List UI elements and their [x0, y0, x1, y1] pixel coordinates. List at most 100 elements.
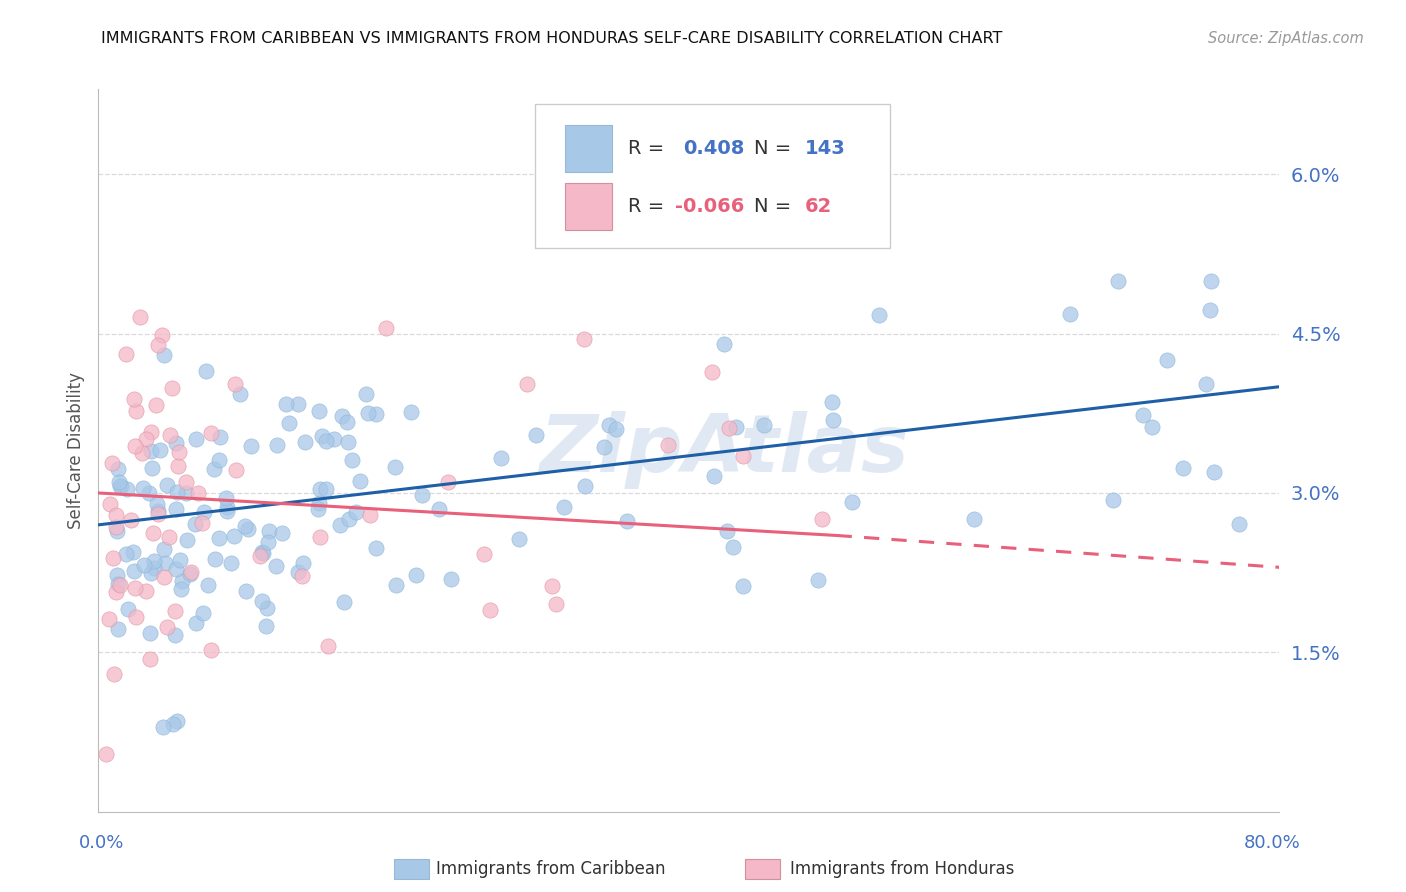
Point — [166, 485, 188, 500]
Point — [124, 439, 146, 453]
Point — [399, 405, 422, 419]
Point — [963, 512, 986, 526]
Point — [108, 475, 131, 489]
Point — [165, 501, 187, 516]
Point — [256, 535, 278, 549]
Point — [657, 438, 679, 452]
Point — [184, 615, 207, 630]
Text: IMMIGRANTS FROM CARIBBEAN VS IMMIGRANTS FROM HONDURAS SELF-CARE DISABILITY CORRE: IMMIGRANTS FROM CARIBBEAN VS IMMIGRANTS … — [101, 31, 1002, 46]
Point — [105, 524, 128, 538]
Point — [204, 552, 226, 566]
Point — [508, 533, 530, 547]
Point — [605, 422, 627, 436]
Point — [135, 432, 157, 446]
Y-axis label: Self-Care Disability: Self-Care Disability — [66, 372, 84, 529]
Text: -0.066: -0.066 — [675, 197, 744, 216]
Point — [200, 425, 222, 440]
Point — [152, 720, 174, 734]
Point — [96, 747, 118, 761]
Text: N =: N = — [754, 139, 792, 158]
Point — [120, 513, 142, 527]
Point — [278, 416, 301, 430]
Point — [138, 486, 160, 500]
Point — [733, 449, 755, 463]
Point — [440, 572, 463, 586]
Point — [1199, 274, 1222, 288]
Point — [329, 517, 352, 532]
Point — [215, 491, 238, 506]
Point — [716, 524, 738, 538]
Point — [311, 428, 333, 442]
Point — [148, 443, 170, 458]
Point — [287, 565, 309, 579]
Point — [540, 578, 562, 592]
Text: R =: R = — [627, 197, 664, 216]
Point — [337, 511, 360, 525]
Point — [250, 594, 273, 608]
Point — [153, 556, 176, 570]
Point — [235, 583, 257, 598]
Point — [1102, 492, 1125, 507]
Point — [138, 652, 160, 666]
Point — [405, 568, 427, 582]
Point — [191, 516, 214, 531]
Point — [209, 429, 232, 443]
Point — [166, 714, 188, 728]
Point — [731, 579, 754, 593]
Point — [163, 604, 186, 618]
Point — [811, 512, 834, 526]
Point — [315, 483, 337, 497]
Point — [98, 497, 121, 511]
Point — [208, 453, 231, 467]
Point — [143, 554, 166, 568]
FancyBboxPatch shape — [565, 183, 612, 230]
Point — [257, 524, 280, 538]
Point — [219, 556, 242, 570]
Point — [574, 479, 596, 493]
Point — [165, 562, 187, 576]
Point — [98, 612, 121, 626]
Point — [616, 514, 638, 528]
Point — [1204, 465, 1226, 479]
Point — [115, 482, 138, 496]
Point — [105, 585, 128, 599]
Point — [309, 530, 332, 544]
Point — [108, 578, 131, 592]
Point — [807, 573, 830, 587]
Point — [1229, 516, 1251, 531]
Point — [139, 425, 162, 439]
Text: Source: ZipAtlas.com: Source: ZipAtlas.com — [1208, 31, 1364, 46]
Point — [143, 560, 166, 574]
Point — [308, 496, 330, 510]
Point — [713, 336, 735, 351]
Point — [700, 365, 723, 379]
Point — [170, 574, 193, 588]
Point — [184, 432, 207, 446]
Point — [156, 477, 179, 491]
Point — [165, 436, 187, 450]
Point — [354, 387, 377, 401]
Point — [179, 567, 201, 582]
Point — [384, 578, 406, 592]
Point — [124, 565, 146, 579]
Point — [217, 500, 239, 514]
Point — [110, 479, 132, 493]
Point — [132, 481, 155, 495]
Point — [124, 392, 146, 407]
Point — [176, 533, 198, 548]
Point — [333, 595, 356, 609]
Point — [141, 460, 163, 475]
Point — [349, 474, 371, 488]
FancyBboxPatch shape — [536, 103, 890, 248]
Point — [103, 666, 125, 681]
Point — [186, 485, 208, 500]
Point — [160, 381, 183, 395]
Point — [167, 445, 190, 459]
Point — [146, 338, 169, 352]
Point — [146, 507, 169, 521]
Point — [307, 502, 329, 516]
Point — [152, 348, 174, 362]
Point — [357, 406, 380, 420]
Point — [163, 628, 186, 642]
Point — [360, 508, 382, 522]
